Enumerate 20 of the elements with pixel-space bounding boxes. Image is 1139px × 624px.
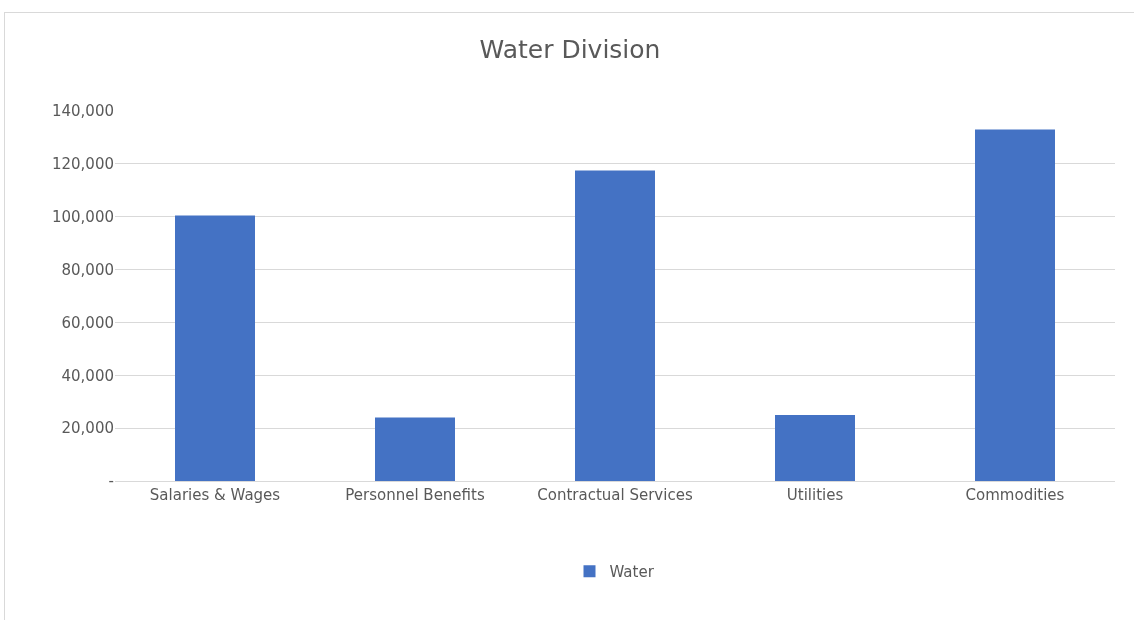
- y-tick-label: -: [108, 472, 114, 491]
- bar: [975, 129, 1055, 481]
- y-tick-label: 120,000: [51, 155, 114, 174]
- y-tick-label: 20,000: [61, 419, 114, 438]
- y-tick-label: 40,000: [61, 366, 114, 385]
- y-tick-label: 60,000: [61, 313, 114, 332]
- y-tick-label: 100,000: [51, 207, 114, 226]
- bar: [575, 170, 655, 481]
- bar: [375, 417, 455, 481]
- y-tick-label: 140,000: [51, 102, 114, 121]
- x-tick-label: Personnel Benefits: [345, 486, 485, 504]
- x-tick-label: Commodities: [965, 486, 1065, 504]
- x-tick-label: Contractual Services: [537, 486, 693, 504]
- x-tick-label: Utilities: [786, 486, 844, 504]
- bar: [175, 215, 255, 481]
- chart-title: Water Division: [479, 34, 661, 64]
- x-tick-label: Salaries & Wages: [149, 486, 281, 504]
- legend-label: Water: [609, 563, 655, 582]
- y-tick-label: 80,000: [61, 260, 114, 279]
- bar: [775, 414, 855, 481]
